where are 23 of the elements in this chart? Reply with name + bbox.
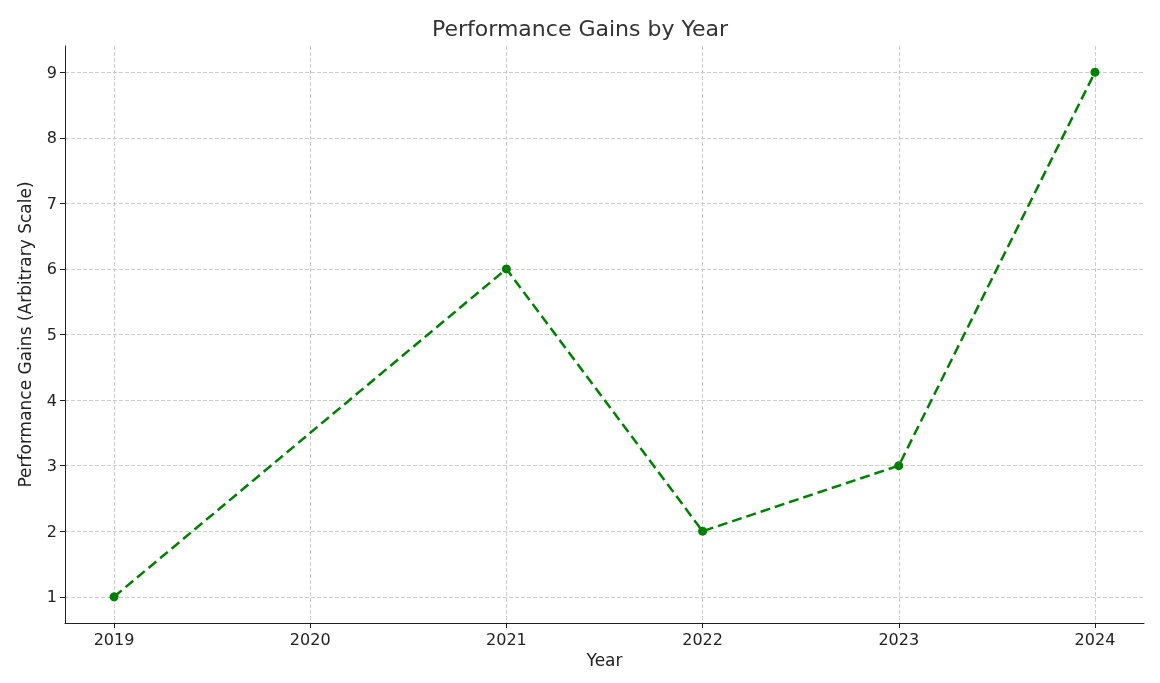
y-tick-label: 3 (46, 456, 57, 476)
x-tick-label: 2019 (93, 629, 135, 649)
point (501, 264, 511, 274)
y-tick-label: 8 (46, 128, 57, 148)
x-tick-label: 2021 (486, 629, 527, 649)
x-tick-label: 2020 (289, 629, 331, 649)
x-axis-title: Year (585, 650, 623, 671)
y-tick-label: 7 (46, 193, 57, 213)
x-tick-label: 2022 (682, 629, 723, 649)
point (1090, 67, 1100, 77)
y-tick-label: 4 (46, 390, 57, 410)
point (894, 461, 904, 471)
y-tick-label: 5 (46, 325, 57, 344)
x-tick-label: 2024 (1074, 629, 1116, 649)
y-tick-label: 1 (46, 587, 57, 607)
point (109, 592, 119, 602)
point (698, 526, 708, 536)
x-tick-label: 2023 (878, 629, 920, 649)
y-tick-label: 2 (46, 521, 57, 541)
y-tick-label: 9 (46, 62, 57, 82)
chart-title: Performance Gains by Year (431, 15, 729, 41)
y-tick-label: 6 (46, 259, 57, 279)
y-axis-title: Performance Gains (Arbitrary Scale) (14, 181, 35, 488)
